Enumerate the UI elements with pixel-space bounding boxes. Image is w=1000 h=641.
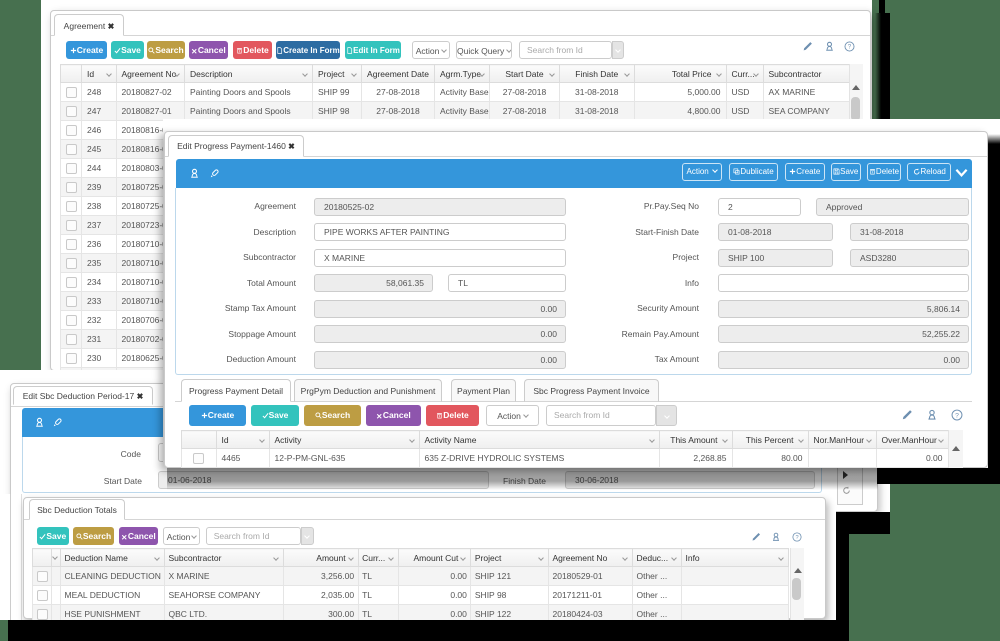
- svg-text:?: ?: [795, 535, 798, 541]
- svg-text:?: ?: [848, 44, 852, 51]
- svg-text:?: ?: [955, 412, 959, 419]
